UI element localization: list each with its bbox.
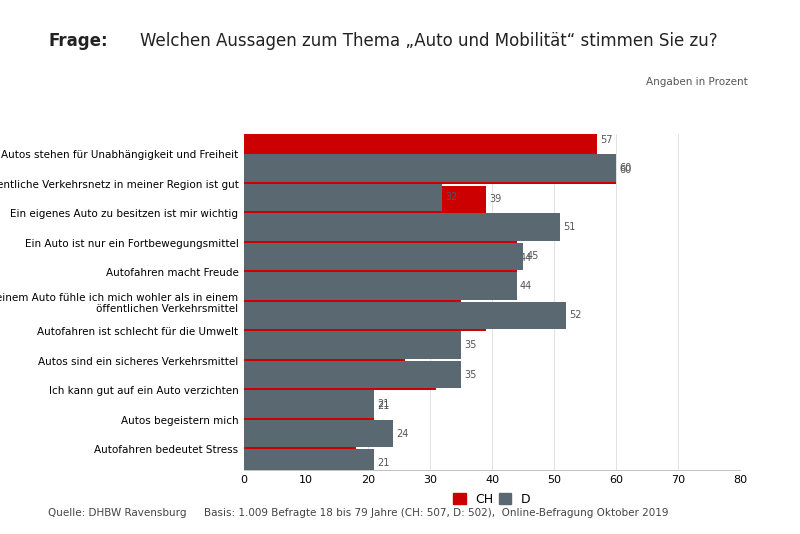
Text: Frage:: Frage:	[48, 32, 108, 50]
Bar	[244, 422, 356, 449]
Bar	[244, 186, 486, 213]
Bar	[244, 449, 374, 477]
Text: 39: 39	[489, 194, 501, 205]
Bar	[244, 390, 374, 418]
Text: 26: 26	[408, 342, 421, 352]
Bar	[244, 274, 461, 302]
Text: 24: 24	[396, 428, 408, 438]
Bar	[244, 333, 406, 361]
Text: 44: 44	[520, 224, 532, 234]
Text: 60: 60	[619, 163, 631, 173]
Text: 32: 32	[446, 192, 458, 202]
Text: 21: 21	[378, 458, 390, 468]
Bar	[244, 213, 560, 241]
Text: Angaben in Prozent: Angaben in Prozent	[646, 77, 748, 88]
Text: 35: 35	[464, 340, 477, 350]
Bar	[244, 272, 517, 300]
Text: 21: 21	[378, 401, 390, 411]
Bar	[244, 361, 461, 388]
Text: 60: 60	[619, 165, 631, 175]
Bar	[244, 215, 517, 242]
Text: 44: 44	[520, 281, 532, 291]
Bar	[244, 304, 486, 331]
Text: Quelle: DHBW Ravensburg: Quelle: DHBW Ravensburg	[48, 508, 186, 518]
Bar	[244, 331, 461, 359]
Text: 52: 52	[570, 310, 582, 320]
Bar	[244, 302, 566, 329]
Bar	[244, 420, 393, 447]
Bar	[244, 184, 442, 211]
Text: Basis: 1.009 Befragte 18 bis 79 Jahre (CH: 507, D: 502),  Online-Befragung Oktob: Basis: 1.009 Befragte 18 bis 79 Jahre (C…	[204, 508, 669, 518]
Text: 39: 39	[489, 312, 501, 323]
Text: 21: 21	[378, 399, 390, 409]
Bar	[244, 392, 374, 420]
Text: 57: 57	[601, 136, 613, 145]
Text: 44: 44	[520, 254, 532, 263]
Legend: CH, D: CH, D	[448, 488, 536, 511]
Bar	[244, 242, 523, 270]
Text: 18: 18	[358, 430, 371, 441]
Text: 31: 31	[439, 372, 451, 381]
Text: Welchen Aussagen zum Thema „Auto und Mobilität“ stimmen Sie zu?: Welchen Aussagen zum Thema „Auto und Mob…	[140, 32, 718, 50]
Bar	[244, 154, 616, 182]
Bar	[244, 127, 598, 154]
Text: 35: 35	[464, 283, 477, 293]
Text: 51: 51	[563, 222, 576, 232]
Bar	[244, 363, 436, 390]
Text: 45: 45	[526, 252, 538, 262]
Bar	[244, 245, 517, 272]
Text: 35: 35	[464, 370, 477, 380]
Bar	[244, 156, 616, 184]
